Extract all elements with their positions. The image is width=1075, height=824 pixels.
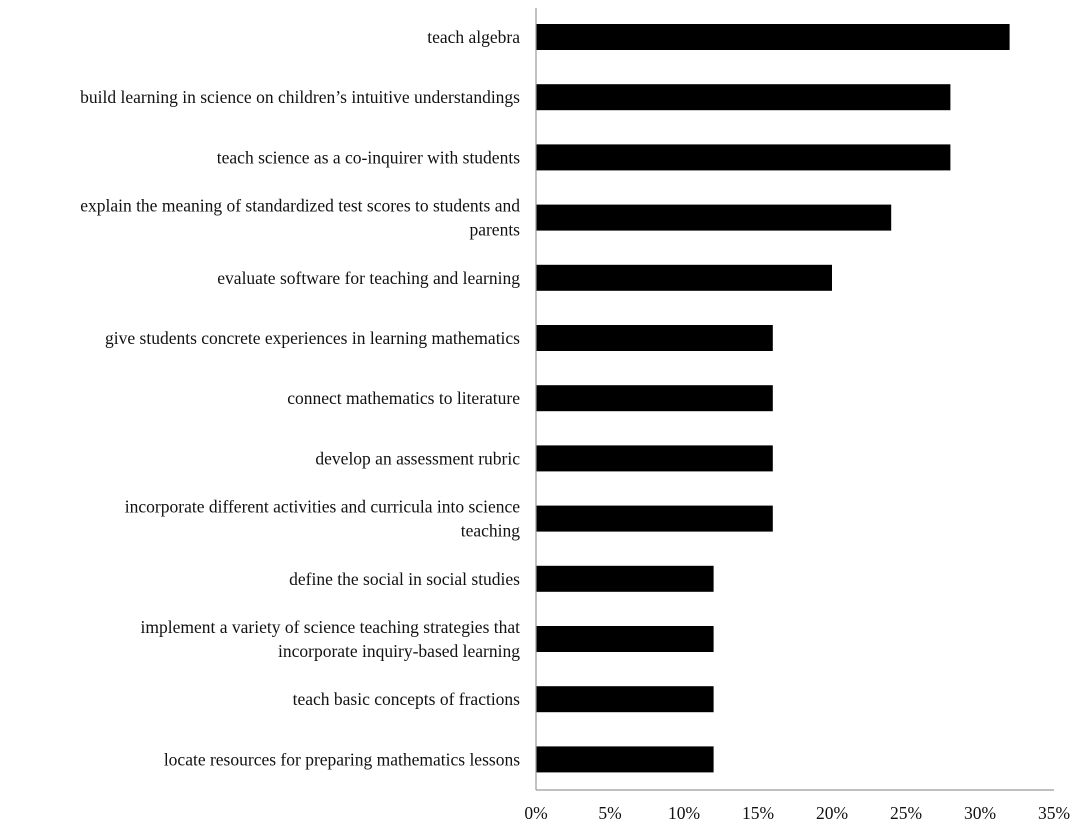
category-label-line: teach basic concepts of fractions — [293, 689, 521, 709]
bar — [536, 626, 714, 652]
category-label: build learning in science on children’s … — [80, 87, 520, 107]
category-label: develop an assessment rubric — [315, 448, 520, 468]
category-label: explain the meaning of standardized test… — [80, 196, 520, 240]
x-tick-label: 0% — [524, 803, 547, 823]
category-label: connect mathematics to literature — [287, 388, 520, 408]
category-label: give students concrete experiences in le… — [105, 328, 520, 348]
category-label-line: incorporate inquiry-based learning — [278, 641, 520, 661]
category-labels-group: teach algebra build learning in science o… — [80, 27, 520, 769]
category-label-line: define the social in social studies — [289, 569, 520, 589]
bar — [536, 565, 714, 592]
x-tick-labels-group: 0% 5% 10% 15% 20% 25% 30% 35% — [524, 803, 1070, 823]
category-label-line: evaluate software for teaching and learn… — [217, 268, 520, 288]
x-tick-label: 15% — [742, 803, 774, 823]
category-label: incorporate different activities and cur… — [125, 497, 520, 541]
category-label-line: teach algebra — [427, 27, 520, 47]
x-tick-label: 30% — [964, 803, 996, 823]
bar — [536, 204, 892, 231]
bar — [536, 385, 773, 412]
category-label: teach science as a co-inquirer with stud… — [217, 147, 520, 167]
bar — [536, 264, 832, 291]
category-label: evaluate software for teaching and learn… — [217, 268, 520, 288]
category-label-line: give students concrete experiences in le… — [105, 328, 520, 348]
x-tick-label: 20% — [816, 803, 848, 823]
bars-group — [536, 24, 1010, 773]
category-label-line: build learning in science on children’s … — [80, 87, 520, 107]
category-label-line: locate resources for preparing mathemati… — [164, 749, 520, 769]
category-label: implement a variety of science teaching … — [141, 617, 521, 661]
category-label-line: teach science as a co-inquirer with stud… — [217, 147, 520, 167]
category-label-line: parents — [469, 220, 520, 240]
category-label-line: connect mathematics to literature — [287, 388, 520, 408]
category-label-line: implement a variety of science teaching … — [141, 617, 521, 637]
bar — [536, 505, 773, 532]
x-tick-label: 25% — [890, 803, 922, 823]
category-label-line: develop an assessment rubric — [315, 448, 520, 468]
bar — [536, 144, 951, 171]
bar — [536, 445, 773, 472]
bar — [536, 84, 951, 111]
category-label: define the social in social studies — [289, 569, 520, 589]
bar — [536, 686, 714, 713]
category-label: teach algebra — [427, 27, 520, 47]
category-label-line: explain the meaning of standardized test… — [80, 196, 520, 216]
x-tick-label: 35% — [1038, 803, 1070, 823]
category-label: teach basic concepts of fractions — [293, 689, 521, 709]
category-label-line: incorporate different activities and cur… — [125, 497, 520, 517]
x-tick-label: 5% — [598, 803, 621, 823]
x-tick-label: 10% — [668, 803, 700, 823]
bar — [536, 325, 773, 351]
category-label: locate resources for preparing mathemati… — [164, 749, 520, 769]
bar — [536, 746, 714, 773]
category-label-line: teaching — [461, 521, 521, 541]
bar — [536, 24, 1010, 50]
